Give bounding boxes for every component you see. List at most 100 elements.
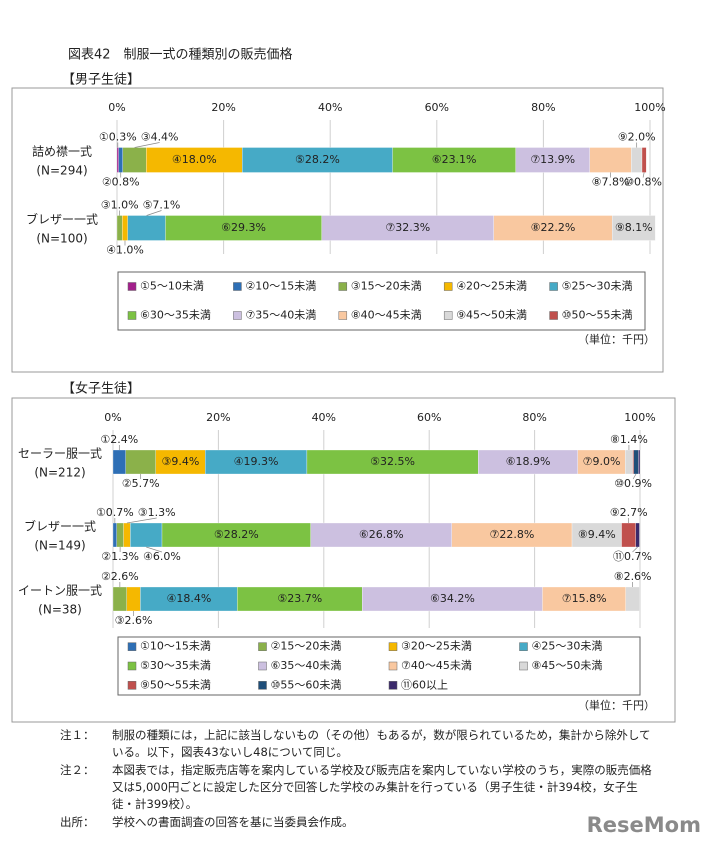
data-label: ⑧2.6% [614,570,652,583]
bar-segment [116,215,123,241]
data-label: ③2.6% [115,614,153,627]
chart: 図表42 制服一式の種類別の販売価格 【男子生徒】 0% 20% 40% 60% 80% 1… [11,47,676,723]
data-label: ⑧9.4% [578,528,616,541]
chart-frame [11,397,676,723]
category-n: (N=294) [36,164,87,178]
category-label: 詰め襟一式 [32,144,92,159]
bar-segment [155,449,206,475]
bar-segment [112,449,126,475]
data-label: ⑧1.4% [610,433,648,446]
legend-label: ①5～10未満 [140,280,204,293]
x-tick-label: 60% [425,101,449,114]
data-label: ④18.4% [166,592,211,605]
bar-segment [515,147,590,173]
notes: 注１： 制服の種類には，上記に該当しないもの（その他）もあるが，数が限られているた… [60,727,660,832]
bar-segment [123,522,131,548]
data-label: ⑥34.2% [430,592,475,605]
bar-segment [638,449,641,475]
data-label: ⑦22.8% [490,528,535,541]
data-label: ⑥23.1% [432,153,477,166]
bar-segment [126,586,141,612]
leader-line [146,210,162,216]
bar-segment [321,215,494,241]
bar-segment [112,522,117,548]
data-label: ⑤32.5% [370,455,415,468]
leader-line [126,517,157,524]
category-label: セーラー服一式 [18,447,102,461]
bar-segment [205,449,308,475]
unit-label: （単位：千円） [578,698,655,712]
unit-label: （単位：千円） [578,332,655,346]
data-label: ⑦15.8% [562,592,607,605]
legend-label: ⑩50～55未満 [562,309,633,322]
bar-segment [493,215,613,241]
bar-segment [237,586,363,612]
data-label: ⑦32.3% [385,221,430,234]
data-label: ①0.3% [99,131,137,144]
legend-label: ⑤30～35未満 [140,659,211,672]
data-label: ⑦13.9% [530,153,575,166]
bar-segment [122,147,147,173]
data-label: ⑩0.9% [614,477,652,490]
legend-label: ⑥30～35未満 [140,309,211,322]
figure-title: 図表42 制服一式の種類別の販売価格 [68,47,293,63]
legend-label: ⑤25～30未満 [562,280,633,293]
watermark: ReseMom [586,813,701,837]
bar-segment [571,522,622,548]
legend-swatch [258,661,267,671]
data-label: ⑧22.2% [531,221,576,234]
leader-line [134,142,160,148]
legend-label: ⑦35～40未満 [245,309,316,322]
legend-label: ⑧45～50未満 [532,659,603,672]
bar-segment [478,449,578,475]
category-n: (N=100) [36,232,87,246]
x-tick-label: 40% [312,411,336,424]
data-label: ⑨8.1% [615,221,653,234]
bar-segment [632,449,634,475]
data-label: ④19.3% [234,455,279,468]
legend-label: ⑩55～60未満 [271,678,342,691]
note-text: 制服の種類には，上記に該当しないもの（その他）もあるが，数が限られているため，集… [112,728,651,759]
bar-segment [392,147,516,173]
category-n: (N=149) [34,539,85,553]
bar-segment [631,147,643,173]
legend-swatch [258,642,267,651]
legend-swatch [338,282,348,291]
note-label: 注２： [60,763,95,777]
legend-swatch [258,681,267,690]
legend-swatch [519,642,528,651]
leader-line [642,172,645,178]
data-label: ⑨2.7% [610,506,648,519]
x-tick-label: 20% [206,411,230,424]
legend-label: ④20～25未満 [456,280,527,293]
bar-segment [621,522,636,548]
data-label: ⑦9.0% [583,455,621,468]
data-label: ⑤28.2% [214,528,259,541]
data-label: ⑥26.8% [359,528,404,541]
leader-line [632,546,638,553]
bar-segment [633,449,639,475]
section-heading: 【女子生徒】 [62,381,140,397]
data-label: ②1.3% [101,550,139,563]
legend-box [117,271,646,331]
note-text: 本図表では，指定販売店等を案内している学校及び販売店を案内していない学校のうち，… [112,763,652,811]
legend-swatch [443,282,453,291]
x-tick-label: 0% [108,101,125,114]
legend-swatch [443,311,453,320]
data-label: ⑧7.8% [592,176,630,189]
data-label: ⑥18.9% [506,455,551,468]
bar-segment [589,147,632,173]
bar-segment [306,449,479,475]
legend-swatch [549,282,558,291]
bar-segment [641,147,647,173]
legend-label: ⑧40～45未満 [351,309,422,322]
bar-segment [362,586,543,612]
legend-swatch [127,282,137,291]
legend-label: ⑨45～50未満 [456,309,527,322]
data-label: ⑥29.3% [221,221,266,234]
legend-swatch [338,311,348,320]
x-tick-label: 100% [634,101,665,114]
data-label: ⑤28.2% [295,153,340,166]
bar-segment [310,522,453,548]
